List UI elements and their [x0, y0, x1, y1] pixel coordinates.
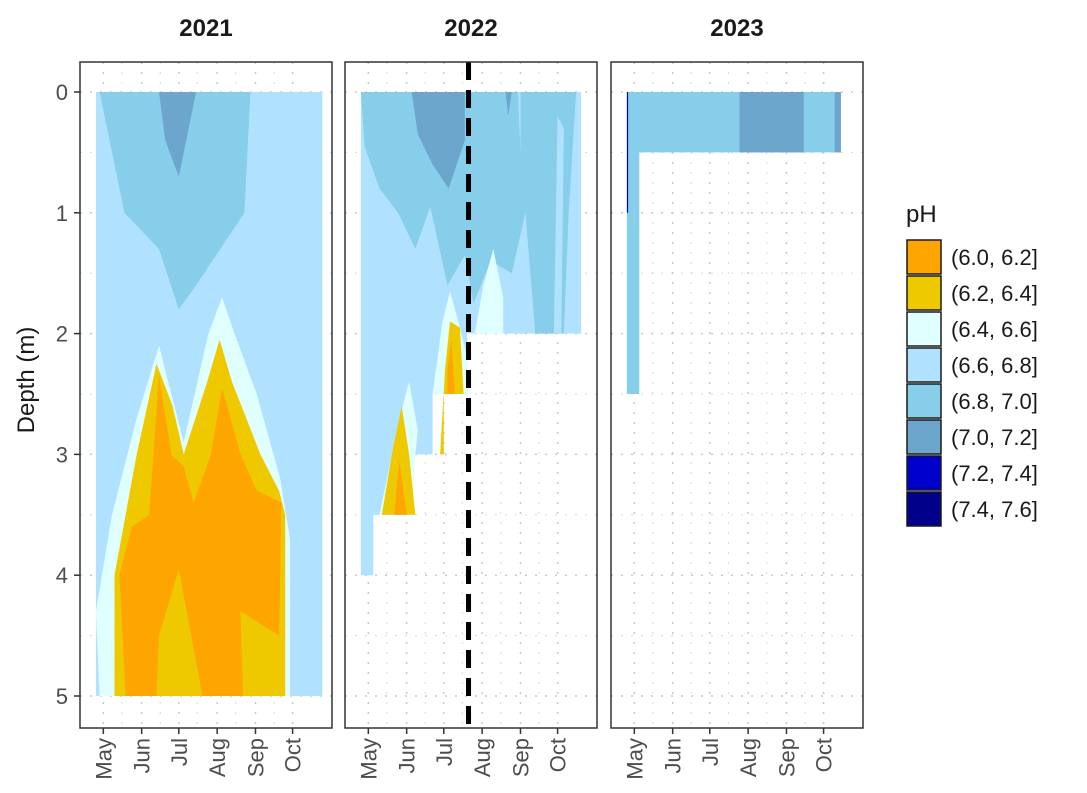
y-tick-label: 1 [56, 201, 68, 226]
panel-title: 2023 [710, 15, 763, 42]
contour-region [739, 92, 804, 153]
panel-title: 2022 [444, 15, 497, 42]
contour-region [553, 116, 564, 334]
contour-regions [626, 92, 841, 394]
x-tick-label: Jun [395, 738, 420, 773]
x-tick-label: May [622, 738, 647, 780]
contour-region [159, 92, 197, 177]
legend-label: (6.2, 6.4] [951, 281, 1038, 306]
legend-key [906, 455, 942, 491]
x-tick-label: Oct [281, 738, 306, 772]
panel-border [79, 61, 333, 729]
contour-region [626, 92, 629, 213]
x-tick-label: Jul [167, 738, 192, 766]
legend-label: (7.0, 7.2] [951, 425, 1038, 450]
contour-region [99, 92, 251, 310]
legend-key [906, 383, 942, 419]
contour-region [240, 611, 279, 696]
legend-label: (7.2, 7.4] [951, 461, 1038, 486]
contour-regions [95, 92, 323, 696]
contour-region [834, 92, 841, 153]
contour-region [447, 339, 455, 394]
legend-key [906, 239, 942, 275]
x-tick-label: Aug [205, 738, 230, 777]
contour-region [626, 92, 841, 394]
x-tick-label: Oct [812, 738, 837, 772]
x-tick-label: May [91, 738, 116, 780]
legend-label: (6.6, 6.8] [951, 353, 1038, 378]
contour-region [381, 406, 416, 515]
y-tick-label: 2 [56, 322, 68, 347]
x-tick-label: Jul [698, 738, 723, 766]
legend-label: (6.8, 7.0] [951, 389, 1038, 414]
contour-region [275, 92, 279, 135]
legend-key [906, 275, 942, 311]
y-tick-label: 3 [56, 442, 68, 467]
contour-region [474, 249, 504, 334]
legend-title: pH [906, 201, 937, 228]
y-tick-label: 0 [56, 80, 68, 105]
x-tick-label: Jul [432, 738, 457, 766]
legend-label: (7.4, 7.6] [951, 497, 1038, 522]
legend: pH (6.0, 6.2] (6.2, 6.4] (6.4, 6.6] (6.6, 6.… [906, 201, 1038, 527]
x-tick-label: Sep [508, 738, 533, 777]
x-tick-label: Aug [470, 738, 495, 777]
x-tick-label: Jun [661, 738, 686, 773]
legend-key [906, 311, 942, 347]
y-axis-title: Depth (m) [13, 327, 40, 434]
gridlines [611, 62, 863, 728]
contour-region [518, 92, 521, 153]
legend-key [906, 347, 942, 383]
panel-2022: 2022 May Jun Jul Aug Sep Oct [344, 15, 598, 780]
x-tick-label: Sep [774, 738, 799, 777]
legend-key [906, 419, 942, 455]
panel-2023: 2023 May Jun Jul Aug Sep Oct [610, 15, 864, 780]
contour-region [505, 92, 512, 117]
x-tick-label: Jun [130, 738, 155, 773]
contour-region [119, 375, 282, 696]
legend-key [906, 491, 942, 527]
panel-2021: 2021 May Jun Jul Aug Sep Oct 0 1 2 3 4 5 [56, 15, 333, 780]
facet-panels: 2021 May Jun Jul Aug Sep Oct 0 1 2 3 4 5 2022 May Jun Ju… [56, 15, 864, 780]
y-tick-label: 4 [56, 563, 68, 588]
panel-title: 2021 [179, 15, 232, 42]
panel-border [344, 61, 598, 729]
x-tick-label: Aug [736, 738, 761, 777]
x-tick-label: Oct [546, 738, 571, 772]
contour-regions [360, 92, 582, 576]
contour-region [165, 569, 203, 696]
panel-border [610, 61, 864, 729]
x-tick-label: Sep [243, 738, 268, 777]
y-tick-label: 5 [56, 684, 68, 709]
x-tick-label: May [356, 738, 381, 780]
legend-label: (6.0, 6.2] [951, 245, 1038, 270]
contour-region [411, 92, 465, 189]
contour-region [394, 460, 407, 515]
legend-label: (6.4, 6.6] [951, 317, 1038, 342]
